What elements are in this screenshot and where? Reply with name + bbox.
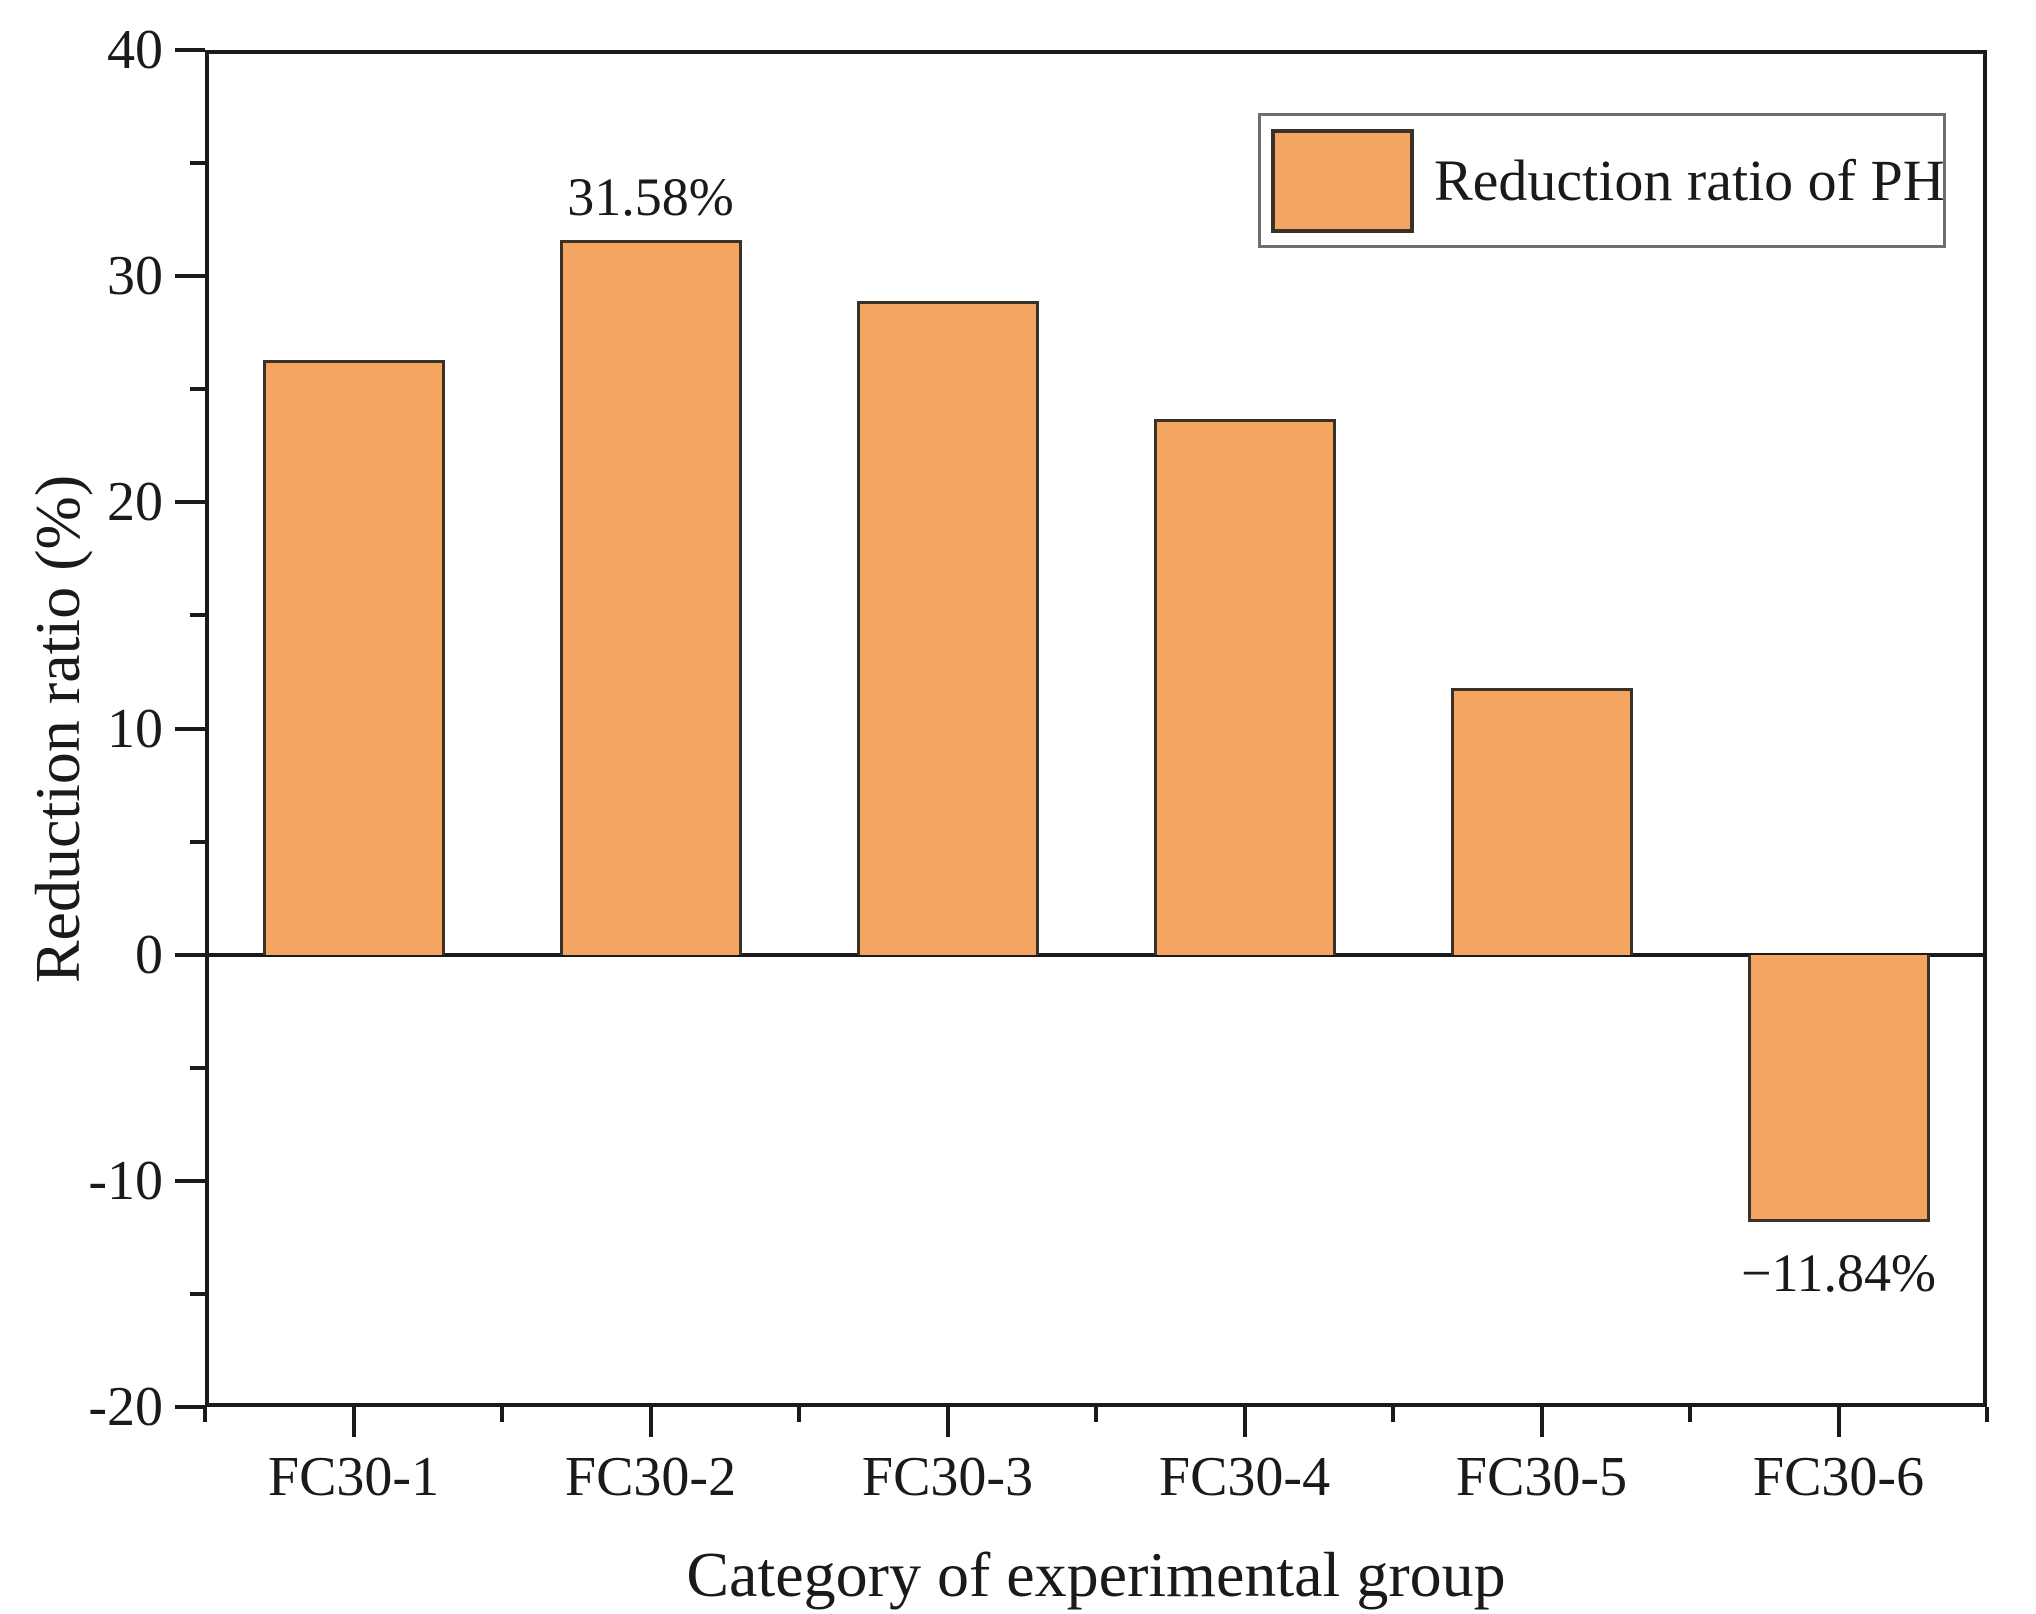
x-minor-tick: [500, 1407, 504, 1422]
y-major-tick: [175, 952, 205, 957]
x-minor-tick: [797, 1407, 801, 1422]
x-minor-tick: [203, 1407, 207, 1422]
bar-value-label: −11.84%: [1741, 1243, 1936, 1304]
x-tick-label: FC30-5: [1455, 1446, 1628, 1508]
x-major-tick: [1836, 1407, 1841, 1437]
x-minor-tick: [1985, 1407, 1989, 1422]
y-major-tick: [175, 1178, 205, 1183]
x-major-tick: [648, 1407, 653, 1437]
x-minor-tick: [1094, 1407, 1098, 1422]
y-major-tick: [175, 48, 205, 52]
bar-fc30-4: [1153, 418, 1336, 955]
y-minor-tick: [190, 387, 205, 392]
x-tick-label: FC30-3: [861, 1446, 1034, 1508]
bar-fc30-1: [262, 359, 445, 955]
legend-swatch-icon: [1271, 128, 1414, 233]
y-major-tick: [175, 500, 205, 505]
y-tick-label: 40: [107, 19, 163, 81]
x-tick-label: FC30-2: [564, 1446, 737, 1508]
y-minor-tick: [190, 839, 205, 844]
bar-fc30-2: [559, 240, 742, 955]
x-major-tick: [351, 1407, 356, 1437]
bar-fc30-3: [856, 301, 1039, 955]
y-major-tick: [175, 726, 205, 731]
y-major-tick: [175, 274, 205, 279]
y-minor-tick: [190, 161, 205, 166]
y-minor-tick: [190, 613, 205, 618]
x-major-tick: [1242, 1407, 1247, 1437]
y-tick-label: 30: [107, 245, 163, 308]
y-minor-tick: [190, 1065, 205, 1070]
y-minor-tick: [190, 1291, 205, 1296]
x-tick-label: FC30-4: [1158, 1446, 1331, 1508]
y-tick-label: 10: [107, 697, 163, 760]
plot-area: [205, 50, 1987, 1407]
y-tick-label: 0: [135, 923, 163, 986]
bar-fc30-5: [1450, 687, 1633, 955]
x-major-tick: [1539, 1407, 1544, 1437]
x-major-tick: [945, 1407, 950, 1437]
y-tick-label: -10: [88, 1149, 163, 1212]
x-minor-tick: [1391, 1407, 1395, 1422]
legend: Reduction ratio of PH: [1258, 113, 1946, 248]
bar-value-label: 31.58%: [567, 167, 734, 228]
legend-label: Reduction ratio of PH: [1434, 147, 1945, 213]
x-minor-tick: [1688, 1407, 1692, 1422]
x-tick-label: FC30-6: [1752, 1446, 1925, 1508]
y-tick-label: 20: [107, 471, 163, 534]
bar-fc30-6: [1747, 954, 1930, 1223]
x-tick-label: FC30-1: [267, 1446, 440, 1508]
y-major-tick: [175, 1405, 205, 1409]
zero-baseline: [205, 952, 1987, 957]
y-tick-label: -20: [88, 1376, 163, 1438]
x-axis-title: Category of experimental group: [686, 1539, 1506, 1610]
